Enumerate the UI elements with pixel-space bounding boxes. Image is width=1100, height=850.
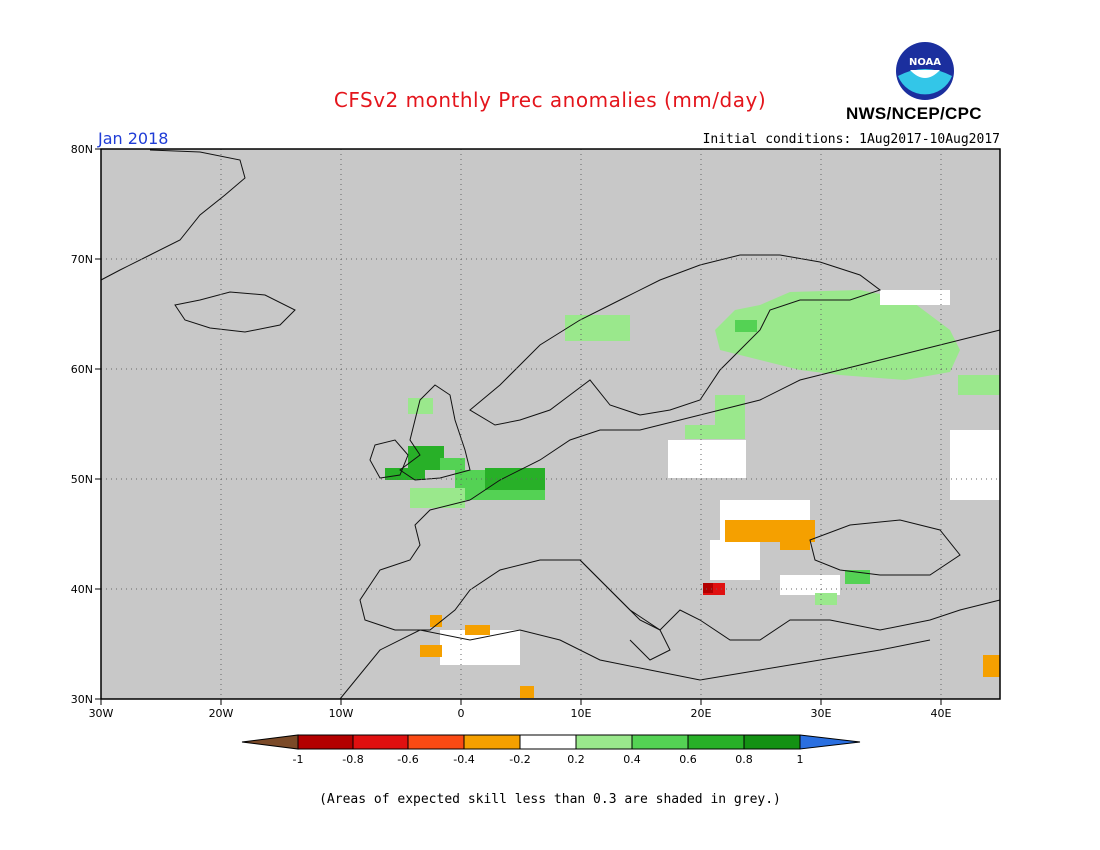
coast-north-sea	[469, 329, 1001, 501]
coast-iceland	[174, 291, 296, 333]
legend-label-m08: -0.8	[342, 753, 363, 766]
lat-tick-60n: 60N	[71, 363, 93, 376]
patch-turkey-green	[845, 570, 870, 584]
map-frame	[100, 148, 1001, 700]
patch-uk-3	[440, 458, 465, 470]
lat-tick-80n: 80N	[71, 143, 93, 156]
legend-bin-2	[352, 734, 409, 750]
map-title: CFSv2 monthly Prec anomalies (mm/day)	[333, 88, 767, 112]
noaa-logo: NOAA	[896, 42, 954, 100]
legend-label-1: 1	[797, 753, 804, 766]
patch-spain-orange-3	[430, 615, 442, 627]
lon-tick-10w: 10W	[329, 707, 354, 720]
lon-tick-30w: 30W	[89, 707, 114, 720]
lon-tick-10e: 10E	[571, 707, 592, 720]
coast-uk	[399, 384, 471, 481]
legend-label-06: 0.6	[679, 753, 697, 766]
patch-benelux	[485, 468, 545, 490]
patch-brittany	[410, 488, 465, 508]
patch-baltic-2	[685, 425, 745, 439]
initial-conditions: Initial conditions: 1Aug2017-10Aug2017	[702, 132, 1000, 147]
legend-label-m06: -0.6	[397, 753, 418, 766]
lat-tick-30n: 30N	[71, 693, 93, 706]
coast-greenland	[100, 149, 246, 281]
patch-uk-1	[408, 446, 444, 470]
patch-spain-white	[440, 630, 520, 665]
patch-spain-orange-1	[465, 625, 490, 635]
legend-label-02: 0.2	[567, 753, 585, 766]
legend-bin-1	[297, 734, 354, 750]
coast-scandinavia	[469, 254, 882, 426]
patch-poland-white	[668, 440, 746, 478]
patch-norway	[565, 315, 630, 341]
patch-scotland	[408, 398, 433, 414]
patch-turkey-lightgreen	[815, 593, 837, 605]
legend-bin-5	[519, 734, 577, 750]
agency-label: NWS/NCEP/CPC	[846, 104, 982, 123]
lon-tick-20e: 20E	[691, 707, 712, 720]
legend-label-m02: -0.2	[509, 753, 530, 766]
map-background	[101, 149, 1000, 699]
lon-tick-0: 0	[458, 707, 465, 720]
patch-russia-east	[958, 375, 1000, 395]
legend-bin-6	[575, 734, 633, 750]
lon-tick-20w: 20W	[209, 707, 234, 720]
anomaly-patches	[385, 290, 1000, 698]
lat-tick-70n: 70N	[71, 253, 93, 266]
legend-bin-7	[631, 734, 689, 750]
color-legend	[241, 734, 861, 750]
coast-black-sea	[809, 519, 961, 576]
skill-note: (Areas of expected skill less than 0.3 a…	[319, 792, 781, 807]
patch-kola-white	[880, 290, 950, 305]
lon-tick-40e: 40E	[931, 707, 952, 720]
patch-romania-orange-2	[780, 535, 810, 550]
coastlines	[100, 149, 1001, 700]
coast-continent	[359, 499, 1001, 641]
patch-russia-white	[950, 430, 1000, 500]
patch-uk-2	[385, 468, 425, 480]
legend-bin-9	[743, 734, 801, 750]
forecast-month: Jan 2018	[98, 129, 169, 148]
legend-bin-3	[407, 734, 465, 750]
patch-africa-orange	[520, 686, 534, 698]
legend-label-m04: -0.4	[453, 753, 474, 766]
patch-finland-dark	[735, 320, 757, 332]
noaa-logo-text: NOAA	[909, 57, 941, 68]
patch-turkey-white	[780, 575, 840, 595]
legend-label-08: 0.8	[735, 753, 753, 766]
lon-tick-30e: 30E	[811, 707, 832, 720]
lat-tick-40n: 40N	[71, 583, 93, 596]
patch-east-orange	[983, 655, 1000, 677]
coast-africa	[339, 629, 931, 700]
coast-ireland	[369, 439, 409, 479]
grid-lines	[101, 149, 1000, 699]
legend-arrow-high	[799, 734, 861, 750]
legend-bin-8	[687, 734, 745, 750]
patch-balkan-white	[710, 540, 760, 580]
legend-arrow-low	[241, 734, 299, 750]
lat-tick-50n: 50N	[71, 473, 93, 486]
patch-spain-orange-2	[420, 645, 442, 657]
legend-bin-4	[463, 734, 521, 750]
legend-label-m1: -1	[293, 753, 304, 766]
patch-greece-darkred	[703, 583, 713, 593]
coast-italy	[579, 559, 671, 661]
patch-russia-positive	[715, 290, 960, 380]
legend-label-04: 0.4	[623, 753, 641, 766]
